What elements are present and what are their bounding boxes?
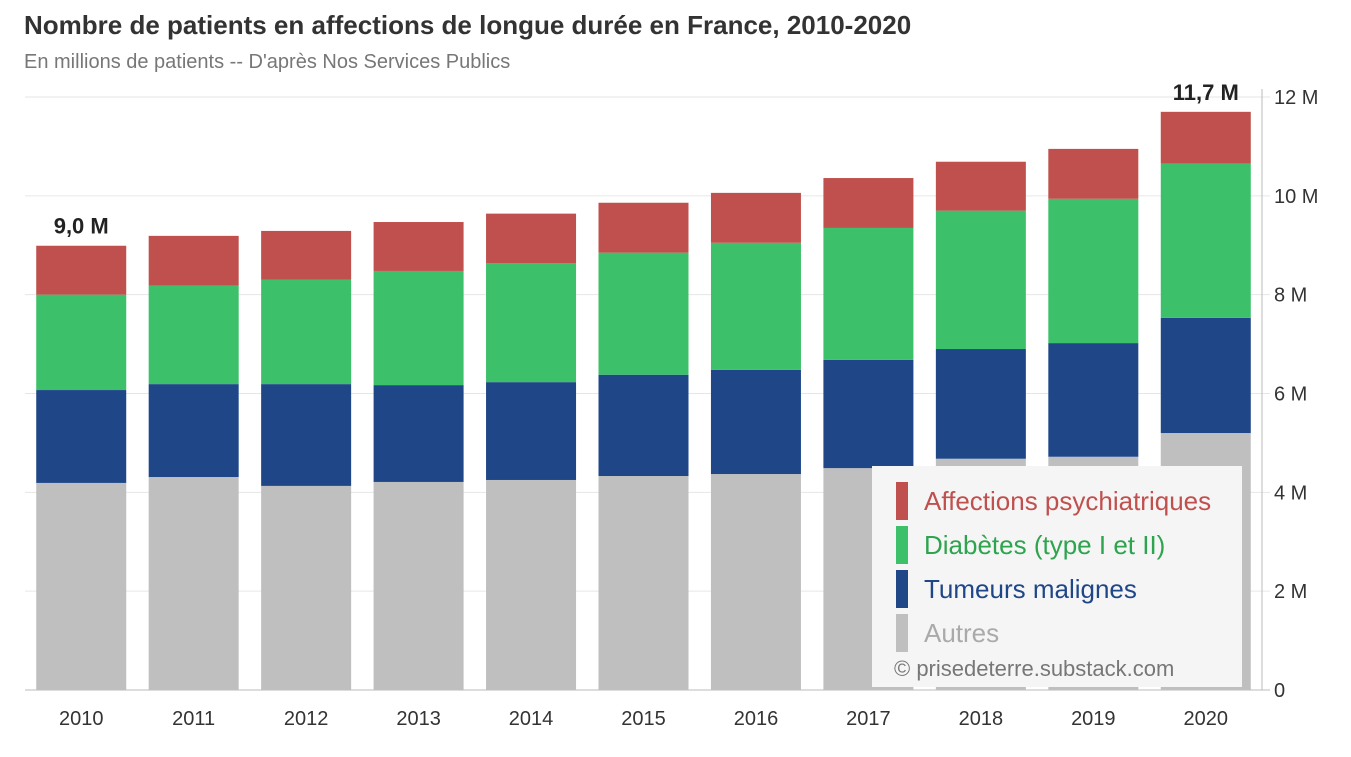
bar-segment xyxy=(261,384,352,486)
x-tick-label: 2014 xyxy=(509,708,554,730)
credit: © prisedeterre.substack.com xyxy=(894,656,1175,681)
x-tick-label: 2013 xyxy=(396,708,441,730)
y-tick-label: 10 M xyxy=(1274,186,1318,208)
data-label: 9,0 M xyxy=(54,214,109,239)
legend-swatch xyxy=(896,614,908,652)
x-tick-label: 2019 xyxy=(1071,708,1116,730)
x-tick-label: 2011 xyxy=(172,708,215,730)
bar-segment xyxy=(148,285,239,385)
bar-segment xyxy=(935,161,1026,211)
data-label: 11,7 M xyxy=(1173,80,1239,105)
bar-segment xyxy=(261,230,352,280)
legend-swatch xyxy=(896,482,908,520)
bar-segment xyxy=(373,481,464,690)
bar-segment xyxy=(598,374,689,477)
y-tick-label: 4 M xyxy=(1274,482,1307,504)
bar-segment xyxy=(36,482,127,690)
x-tick-label: 2016 xyxy=(734,708,779,730)
bar-segment xyxy=(1160,163,1251,318)
legend-swatch xyxy=(896,526,908,564)
bar-segment xyxy=(598,476,689,690)
x-tick-label: 2010 xyxy=(59,708,104,730)
bar-segment xyxy=(373,385,464,482)
bar-segment xyxy=(36,294,127,391)
bar-segment xyxy=(935,210,1026,350)
legend-swatch xyxy=(896,570,908,608)
bar-segment xyxy=(486,263,577,383)
bar-segment xyxy=(1048,343,1139,457)
bar-segment xyxy=(36,245,127,295)
bar-segment xyxy=(486,382,577,480)
bar-segment xyxy=(261,279,352,385)
chart-subtitle: En millions de patients -- D'après Nos S… xyxy=(24,51,511,73)
bar-segment xyxy=(710,192,801,243)
x-tick-label: 2017 xyxy=(846,708,891,730)
bar-segment xyxy=(486,479,577,690)
y-tick-label: 0 xyxy=(1274,680,1285,702)
legend-label: Affections psychiatriques xyxy=(924,485,1212,516)
bar-segment xyxy=(148,384,239,478)
x-tick-label: 2018 xyxy=(959,708,1004,730)
legend-label: Tumeurs malignes xyxy=(924,573,1137,604)
chart-title: Nombre de patients en affections de long… xyxy=(24,10,912,40)
legend-label: Autres xyxy=(924,617,1000,648)
legend-item: Affections psychiatriques xyxy=(896,482,1211,520)
bar-segment xyxy=(935,349,1026,459)
bar-segment xyxy=(823,359,914,469)
bar-segment xyxy=(823,227,914,360)
y-tick-label: 2 M xyxy=(1274,581,1307,603)
bar-segment xyxy=(1160,111,1251,164)
bar-segment xyxy=(148,235,239,286)
bar-segment xyxy=(710,242,801,370)
bar-segment xyxy=(1048,198,1139,344)
bar-segment xyxy=(598,252,689,375)
legend-item: Tumeurs malignes xyxy=(896,570,1137,608)
legend-item: Autres xyxy=(896,614,999,652)
legend-label: Diabètes (type I et II) xyxy=(924,529,1166,560)
y-tick-label: 8 M xyxy=(1274,285,1307,307)
x-tick-label: 2012 xyxy=(284,708,329,730)
bar-segment xyxy=(36,390,127,483)
bar-segment xyxy=(148,477,239,690)
bar-segment xyxy=(823,178,914,228)
bar-segment xyxy=(710,474,801,690)
x-tick-label: 2020 xyxy=(1184,708,1229,730)
bar-segment xyxy=(1048,148,1139,199)
y-tick-label: 12 M xyxy=(1274,87,1318,109)
bar-segment xyxy=(261,485,352,690)
y-tick-label: 6 M xyxy=(1274,384,1307,406)
legend-item: Diabètes (type I et II) xyxy=(896,526,1165,564)
bar-segment xyxy=(373,222,464,271)
bar-segment xyxy=(1160,317,1251,434)
bar-segment xyxy=(486,213,577,264)
bar-segment xyxy=(373,270,464,386)
x-tick-label: 2015 xyxy=(621,708,666,730)
bar-segment xyxy=(598,202,689,253)
legend: © prisedeterre.substack.com Affections p… xyxy=(872,466,1242,687)
bar-segment xyxy=(710,369,801,475)
